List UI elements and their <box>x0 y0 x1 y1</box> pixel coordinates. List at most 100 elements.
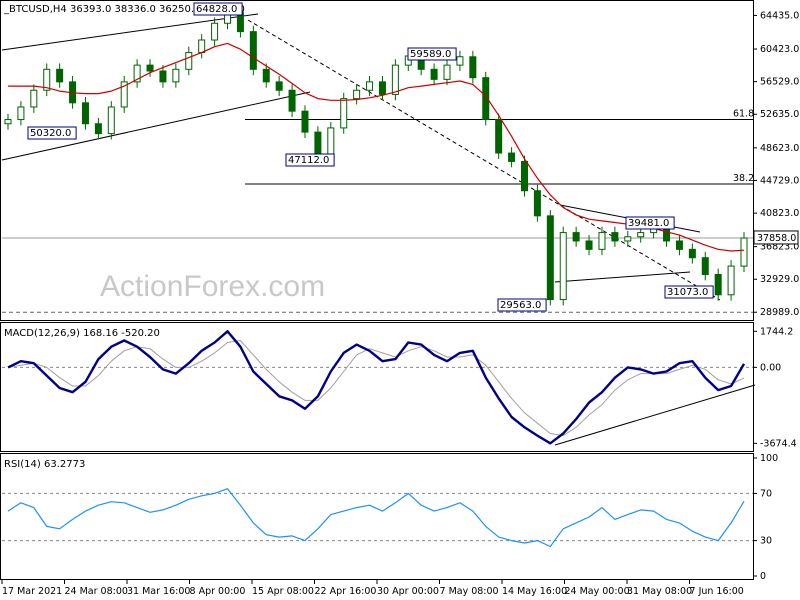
macd-line <box>7 330 746 445</box>
candle-body <box>443 64 451 80</box>
candle-body <box>94 123 102 135</box>
candle-body <box>714 273 722 296</box>
trendline-0 <box>1 13 259 51</box>
main-header: _BTCUSD,H4 36393.0 38336.0 36250.0 37858… <box>3 4 245 15</box>
annotation-box <box>193 2 243 16</box>
candle-body <box>275 81 283 91</box>
candle-body <box>520 160 528 192</box>
price-tick-label: 64435.0 <box>760 10 799 21</box>
x-tick-label: 30 Apr 00:00 <box>377 586 439 597</box>
candle-body <box>4 119 12 125</box>
annotation-label: 50320.0 <box>30 128 71 139</box>
candle-body <box>727 265 735 296</box>
candle-body <box>159 70 167 83</box>
main-panel-frame <box>0 0 754 321</box>
candle-body <box>378 81 386 95</box>
candle-body <box>598 232 606 250</box>
annotation-label: 64828.0 <box>196 4 237 15</box>
candle-body <box>185 52 193 70</box>
candle-body <box>288 89 296 112</box>
x-tick-label: 31 May 08:00 <box>627 586 692 597</box>
candle-body <box>43 68 51 91</box>
x-tick-label: 15 Apr 08:00 <box>252 586 314 597</box>
trendline-1 <box>1 91 311 161</box>
candle-body <box>508 152 516 162</box>
annotation-box <box>664 285 714 299</box>
fib-label-0: 61.8 <box>733 109 754 120</box>
x-tick-label: 22 Apr 16:00 <box>315 586 377 597</box>
macd-tick-label: 1744.2 <box>760 326 793 337</box>
annotation-label: 59589.0 <box>410 49 451 60</box>
ma-line <box>8 42 745 252</box>
candle-body <box>688 248 696 259</box>
rsi-tick-label: 0 <box>760 571 766 582</box>
rsi-tick-label: 30 <box>760 536 772 547</box>
candle-body <box>430 68 438 80</box>
trendline-4 <box>554 271 691 283</box>
candle-body <box>107 106 115 135</box>
candle-body <box>146 64 154 72</box>
x-tick-label: 7 May 08:00 <box>440 586 499 597</box>
candle-body <box>56 68 64 83</box>
candle-body <box>17 106 25 121</box>
candle-body <box>340 98 348 129</box>
candle-body <box>559 232 567 301</box>
annotation-label: 29563.0 <box>500 300 541 311</box>
macd-panel-frame <box>0 322 754 452</box>
candle-body <box>198 39 206 54</box>
price-tick-label: 56529.0 <box>760 77 799 88</box>
grid-lines: 61.8 38.2 <box>2 109 754 542</box>
price-annotations: 64828.0 50320.0 47112.0 59589.0 39481.0 29563… <box>27 2 714 312</box>
annotation-box <box>497 298 547 312</box>
rsi-plot <box>7 488 745 548</box>
candle-body <box>572 232 580 242</box>
price-tick-label: 60423.0 <box>760 44 799 55</box>
candle-body <box>701 257 709 275</box>
rsi-tick-label: 70 <box>760 488 772 499</box>
x-tick-label: 31 Mar 16:00 <box>127 586 190 597</box>
x-tick-label: 24 May 00:00 <box>565 586 630 597</box>
candle-body <box>133 64 141 83</box>
candle-body <box>211 22 219 41</box>
x-tick-label: 24 Mar 08:00 <box>65 586 128 597</box>
price-tick-label: 44729.0 <box>760 175 799 186</box>
candle-body <box>391 64 399 95</box>
annotation-box <box>407 47 457 61</box>
rsi-panel-frame <box>0 453 754 580</box>
candle-body <box>740 237 748 267</box>
price-tick-label: 40823.0 <box>760 208 799 219</box>
candle-body <box>301 110 309 133</box>
price-tick-label: 28989.0 <box>760 307 799 318</box>
x-tick-label: 17 Mar 2021 <box>2 586 62 597</box>
candle-body <box>456 56 464 66</box>
fib-label-1: 38.2 <box>733 173 754 184</box>
macd-signal-line <box>7 340 745 437</box>
candle-body <box>353 89 361 100</box>
x-tick-label: 7 Jun 16:00 <box>690 586 744 597</box>
price-plot <box>1 6 748 306</box>
candle-body <box>30 89 38 108</box>
annotation-box <box>625 216 675 230</box>
candle-body <box>172 68 180 83</box>
rsi-tick-label: 100 <box>760 453 778 464</box>
macd-plot <box>7 330 756 446</box>
annotation-box <box>27 126 77 140</box>
candle-body <box>249 31 257 70</box>
trendline-2 <box>247 19 721 301</box>
candle-body <box>120 81 128 108</box>
annotation-label: 47112.0 <box>288 155 329 166</box>
candle-body <box>585 240 593 250</box>
candle-body <box>624 236 632 242</box>
candle-body <box>81 102 89 125</box>
current-price-label: 37858.0 <box>757 233 796 244</box>
annotation-box <box>285 153 335 167</box>
candle-body <box>366 81 374 91</box>
annotation-label: 31073.0 <box>667 287 708 298</box>
trendline-5 <box>554 384 756 446</box>
candle-body <box>533 190 541 217</box>
candle-body <box>469 56 477 79</box>
candle-body <box>495 119 503 154</box>
macd-tick-label: 0.00 <box>760 362 781 373</box>
candle-body <box>482 77 490 121</box>
